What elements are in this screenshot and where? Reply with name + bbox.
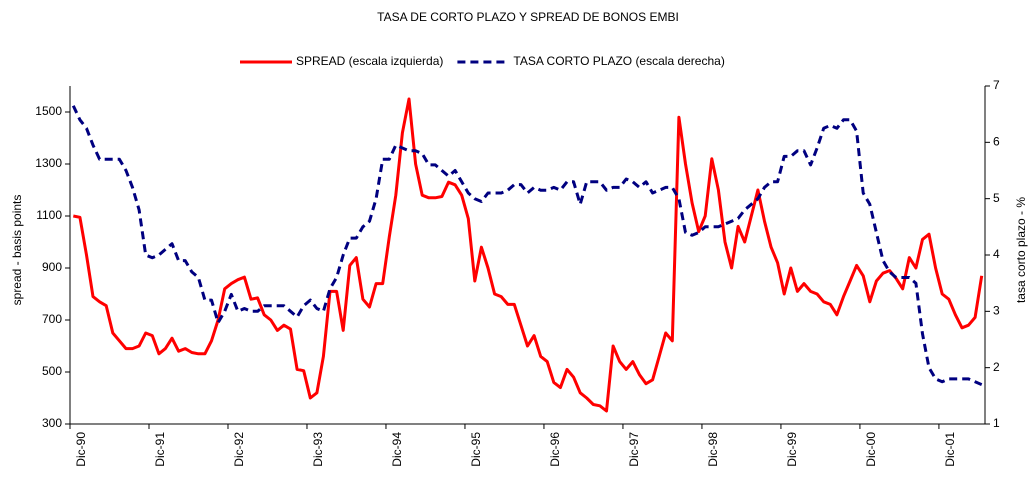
y2-tick-label: 7 — [993, 78, 1000, 92]
x-tick-label: Dic-99 — [785, 432, 799, 467]
y-axis-label: spread - basis points — [10, 195, 24, 306]
x-tick-label: Dic-90 — [74, 432, 88, 467]
legend-label: TASA CORTO PLAZO (escala derecha) — [513, 54, 724, 68]
x-tick-label: Dic-97 — [627, 432, 641, 467]
y2-tick-label: 2 — [993, 360, 1000, 374]
x-tick-label: Dic-00 — [864, 432, 878, 467]
legend-label: SPREAD (escala izquierda) — [296, 54, 443, 68]
x-tick-label: Dic-96 — [548, 432, 562, 467]
x-tick-label: Dic-95 — [469, 432, 483, 467]
y2-tick-label: 4 — [993, 247, 1000, 261]
y-tick-label: 1100 — [36, 208, 62, 222]
y2-tick-label: 1 — [993, 416, 1000, 430]
y-tick-label: 1300 — [35, 156, 62, 170]
x-tick-label: Dic-98 — [706, 432, 720, 467]
x-tick-label: Dic-91 — [153, 432, 167, 467]
y-tick-label: 300 — [42, 416, 62, 430]
y-tick-label: 500 — [42, 364, 62, 378]
y2-tick-label: 3 — [993, 304, 1000, 318]
y-tick-label: 700 — [42, 312, 62, 326]
x-tick-label: Dic-93 — [311, 432, 325, 467]
x-tick-label: Dic-94 — [390, 432, 404, 467]
y2-tick-label: 5 — [993, 191, 1000, 205]
series-line — [73, 97, 984, 413]
y2-axis-label: tasa corto plazo - % — [1014, 197, 1028, 303]
x-tick-label: Dic-92 — [232, 432, 246, 467]
y2-tick-label: 6 — [993, 135, 1000, 149]
chart-title: TASA DE CORTO PLAZO Y SPREAD DE BONOS EM… — [377, 10, 679, 24]
y-tick-label: 900 — [42, 260, 62, 274]
y-tick-label: 1500 — [35, 104, 62, 118]
x-tick-label: Dic-01 — [943, 432, 957, 467]
